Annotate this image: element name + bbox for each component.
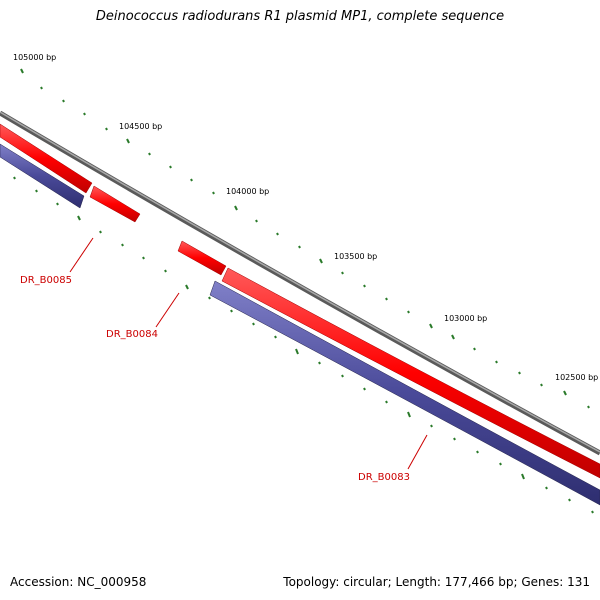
gene-label-dr-b0083-group: DR_B0083 [358, 434, 428, 483]
gene-forward-segment-3[interactable] [177, 240, 227, 276]
gene-label-dr-b0085[interactable]: DR_B0085 [20, 275, 72, 286]
gene-dr-b0083-forward[interactable] [221, 267, 600, 479]
outer-tick-row [20, 68, 590, 409]
scale-label-105000: 105000 bp [13, 53, 56, 62]
forward-strand-genes [0, 123, 600, 479]
gene-label-dr-b0085-group: DR_B0085 [20, 237, 94, 286]
gene-dr-b0085-forward[interactable] [0, 123, 93, 194]
inner-tick-row [13, 176, 594, 514]
plasmid-backbone [0, 110, 600, 456]
scale-label-104000: 104000 bp [226, 187, 269, 196]
reverse-strand-genes [0, 143, 600, 506]
scale-label-103000: 103000 bp [444, 314, 487, 323]
map-title: Deinococcus radiodurans R1 plasmid MP1, … [95, 9, 505, 24]
gene-label-dr-b0084[interactable]: DR_B0084 [106, 329, 158, 340]
scale-label-104500: 104500 bp [119, 122, 162, 131]
scale-label-103500: 103500 bp [334, 252, 377, 261]
gene-forward-segment-2[interactable] [89, 185, 141, 223]
accession-text: Accession: NC_000958 [10, 575, 147, 589]
gene-dr-b0085-reverse[interactable] [0, 143, 85, 209]
gene-label-dr-b0084-group: DR_B0084 [106, 292, 180, 340]
gene-label-dr-b0083[interactable]: DR_B0083 [358, 472, 410, 483]
topology-summary: Topology: circular; Length: 177,466 bp; … [283, 575, 590, 589]
scale-label-102500: 102500 bp [555, 373, 598, 382]
